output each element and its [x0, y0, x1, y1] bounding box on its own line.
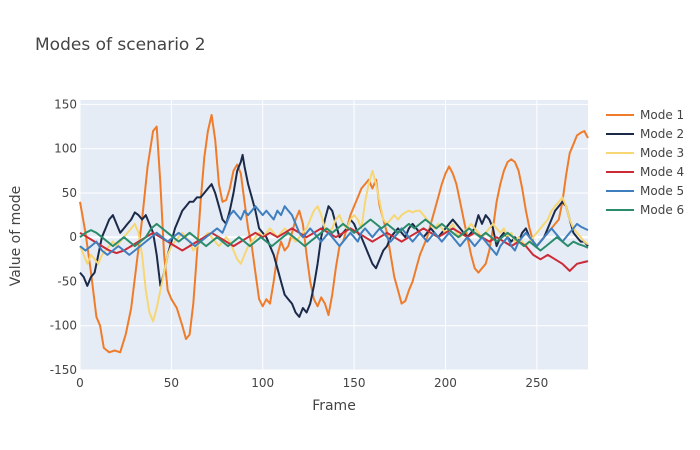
legend: Mode 1 Mode 2 Mode 3 Mode 4 Mode 5 Mode 6 — [606, 108, 684, 217]
legend-item[interactable]: Mode 3 — [606, 146, 684, 160]
legend-label: Mode 1 — [640, 108, 684, 122]
y-tick-label: -100 — [50, 319, 77, 333]
legend-label: Mode 2 — [640, 127, 684, 141]
series-lines — [79, 114, 589, 354]
y-tick-label: -50 — [57, 274, 77, 288]
series-line-5 — [79, 205, 589, 256]
series-line-6 — [79, 218, 589, 252]
x-tick-label: 250 — [525, 376, 548, 390]
series-line-3 — [79, 169, 589, 323]
y-axis-title: Value of mode — [8, 186, 24, 287]
legend-item[interactable]: Mode 6 — [606, 203, 684, 217]
y-tick-label: 0 — [69, 230, 77, 244]
legend-label: Mode 4 — [640, 165, 684, 179]
y-tick-label: 100 — [54, 142, 77, 156]
x-axis-title: Frame — [312, 398, 356, 414]
x-tick-label: 100 — [251, 376, 274, 390]
x-tick-label: 150 — [343, 376, 366, 390]
legend-label: Mode 3 — [640, 146, 684, 160]
legend-item[interactable]: Mode 4 — [606, 165, 684, 179]
y-axis-ticks: -150 -100 -50 0 50 100 150 — [50, 97, 77, 377]
legend-item[interactable]: Mode 5 — [606, 184, 684, 198]
legend-item[interactable]: Mode 2 — [606, 127, 684, 141]
y-tick-label: -150 — [50, 363, 77, 377]
chart-title: Modes of scenario 2 — [35, 35, 206, 55]
x-axis-ticks: 0 50 100 150 200 250 — [76, 376, 548, 390]
legend-label: Mode 5 — [640, 184, 684, 198]
y-tick-label: 150 — [54, 97, 77, 111]
x-tick-label: 200 — [434, 376, 457, 390]
x-tick-label: 0 — [76, 376, 84, 390]
legend-label: Mode 6 — [640, 203, 684, 217]
y-tick-label: 50 — [62, 186, 77, 200]
x-tick-label: 50 — [164, 376, 179, 390]
legend-item[interactable]: Mode 1 — [606, 108, 684, 122]
